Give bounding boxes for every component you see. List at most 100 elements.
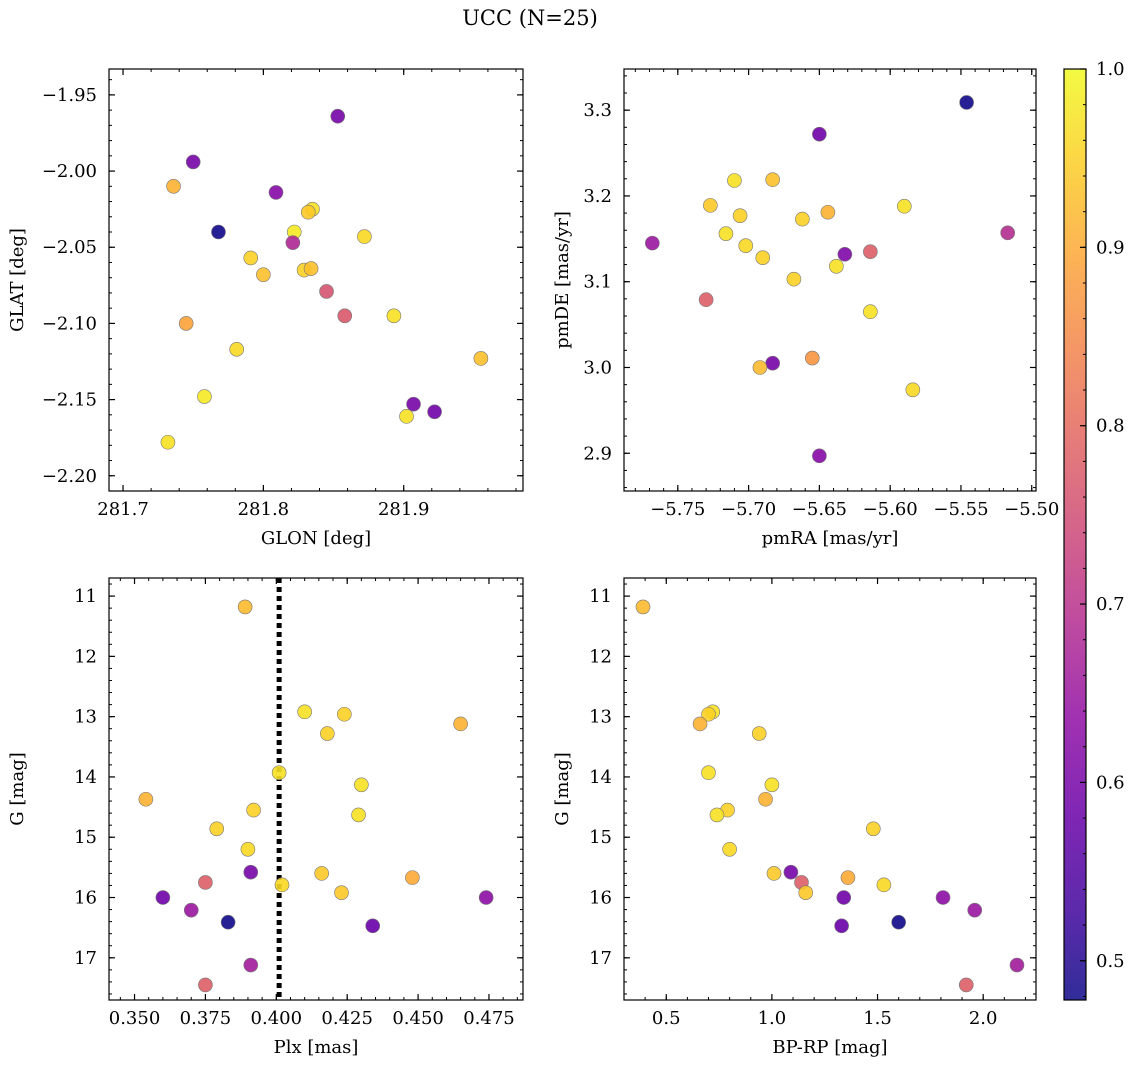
scatter-point	[334, 885, 349, 900]
y-tick-label: 11	[74, 586, 97, 607]
scatter-point	[722, 841, 737, 857]
x-tick-label: −5.70	[721, 499, 776, 520]
scatter-point	[765, 355, 780, 371]
scatter-point	[268, 185, 284, 200]
scatter-point	[319, 284, 334, 299]
scatter-point	[285, 235, 301, 250]
x-axis-label: Plx [mas]	[274, 1037, 359, 1058]
scatter-point	[473, 351, 489, 366]
scatter-panel-1: 281.7 281.8 281.9 −2.20 −2.15 −2.10 −2.05 −2.00…	[7, 68, 524, 549]
scatter-point	[198, 875, 213, 890]
scatter-point	[765, 172, 780, 187]
x-tick-label: 2.0	[969, 1008, 998, 1029]
scatter-point	[783, 864, 799, 880]
x-axis-label: BP-RP [mag]	[772, 1037, 887, 1058]
plot-frame	[623, 68, 1037, 492]
scatter-point	[820, 204, 836, 220]
x-tick-label: −5.55	[933, 499, 988, 520]
scatter-point	[897, 198, 912, 214]
scatter-point	[863, 304, 878, 320]
colorbar-tick-label: 0.9	[1096, 237, 1125, 258]
scatter-panel-4: 0.5 1.0 1.5 2.0 11 12 13 14 15 16 17 BP-RP [mag] G […	[552, 577, 1037, 1058]
y-tick-label: 14	[74, 767, 97, 788]
scatter-point	[1000, 225, 1015, 241]
y-tick-label: 12	[589, 646, 612, 667]
colorbar-tick-label: 0.7	[1096, 594, 1125, 615]
scatter-point	[271, 765, 287, 781]
x-tick-label: 0.475	[463, 1008, 515, 1029]
y-tick-label: 11	[589, 586, 612, 607]
scatter-point	[701, 706, 716, 722]
scatter-point	[751, 726, 767, 741]
scatter-point	[229, 342, 245, 357]
figure-title: UCC (N=25)	[462, 6, 598, 30]
x-tick-label: 281.8	[238, 499, 290, 520]
y-tick-label: 16	[74, 888, 97, 909]
scatter-point	[738, 238, 754, 253]
scatter-point	[405, 870, 420, 885]
scatter-point	[967, 902, 983, 918]
y-tick-label: −2.00	[42, 161, 97, 182]
scatter-point	[798, 885, 814, 900]
y-tick-label: −2.10	[42, 313, 97, 334]
scatter-point	[764, 777, 780, 793]
scatter-point	[240, 841, 256, 857]
scatter-point	[703, 198, 718, 213]
scatter-point	[138, 791, 154, 807]
x-tick-label: 0.425	[321, 1008, 373, 1029]
scatter-point	[812, 448, 827, 464]
scatter-point	[178, 316, 194, 331]
x-tick-label: 0.450	[392, 1008, 444, 1029]
scatter-point	[701, 765, 716, 781]
y-axis-label: pmDE [mas/yr]	[552, 211, 573, 349]
x-tick-label: 281.9	[378, 499, 430, 520]
scatter-panel-3: 0.350 0.375 0.400 0.425 0.450 0.475 11 12 13 14 15…	[7, 577, 524, 1058]
scatter-point	[386, 308, 402, 324]
scatter-point	[160, 434, 176, 450]
scatter-point	[959, 95, 974, 110]
scatter-point	[211, 224, 226, 240]
x-tick-label: 0.375	[180, 1008, 232, 1029]
scatter-point	[905, 382, 921, 398]
y-tick-label: 3.0	[583, 357, 612, 378]
colorbar-tick-label: 0.5	[1096, 951, 1125, 972]
scatter-point	[876, 877, 892, 893]
scatter-point	[645, 235, 660, 251]
scatter-point	[354, 777, 369, 793]
scatter-point	[718, 226, 734, 241]
scatter-point	[863, 244, 878, 259]
y-tick-label: −2.15	[42, 390, 97, 411]
x-tick-label: −5.50	[1004, 499, 1059, 520]
scatter-point	[766, 866, 782, 881]
scatter-point	[635, 599, 651, 615]
y-tick-label: 16	[589, 888, 612, 909]
scatter-point	[427, 404, 442, 420]
y-tick-label: 17	[589, 948, 612, 969]
scatter-point	[836, 890, 852, 905]
scatter-point	[958, 977, 974, 993]
scatter-point	[246, 802, 261, 818]
colorbar-gradient	[1064, 69, 1086, 1000]
scatter-point	[692, 716, 708, 732]
y-tick-label: 13	[589, 707, 612, 728]
scatter-point	[935, 890, 951, 905]
scatter-point	[300, 204, 316, 220]
scatter-point	[337, 308, 353, 324]
scatter-point	[732, 208, 748, 223]
y-axis-label: G [mag]	[552, 752, 573, 825]
plot-frame	[108, 68, 524, 492]
x-axis-label: pmRA [mas/yr]	[762, 528, 899, 549]
scatter-point	[805, 350, 820, 366]
scatter-point	[758, 791, 773, 807]
scatter-point	[337, 706, 352, 722]
scatter-point	[243, 864, 259, 880]
x-tick-label: −5.75	[650, 499, 705, 520]
colorbar-tick-label: 1.0	[1096, 59, 1125, 80]
y-axis-label: G [mag]	[7, 752, 28, 825]
colorbar-tick-label: 0.6	[1096, 772, 1125, 793]
scatter-point	[314, 866, 329, 881]
scatter-point	[840, 870, 856, 885]
scatter-point	[891, 914, 906, 930]
scatter-point	[197, 389, 212, 404]
